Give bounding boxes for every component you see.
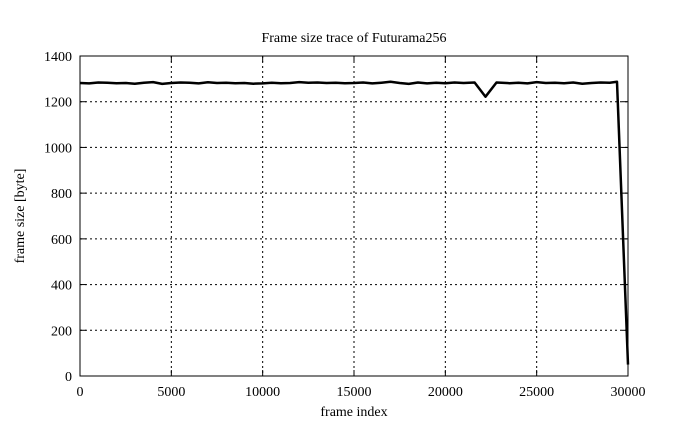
y-tick-label: 1000	[44, 141, 72, 156]
y-tick-label: 800	[51, 187, 72, 202]
series	[79, 80, 630, 365]
y-tick-label: 200	[51, 324, 72, 339]
grid	[80, 56, 628, 376]
y-tick-label: 600	[51, 233, 72, 248]
plot-frame	[79, 55, 629, 377]
x-tick-label: 15000	[337, 385, 372, 400]
x-tick-label: 10000	[245, 385, 280, 400]
x-tick-label: 20000	[428, 385, 463, 400]
x-tick-label: 5000	[157, 385, 185, 400]
x-tick-label: 25000	[519, 385, 554, 400]
ticks: 0 5000 10000 15000 20000 25000 30000 0 200 400 600…	[44, 50, 646, 400]
x-tick-label: 30000	[611, 385, 646, 400]
y-tick-label: 1400	[44, 50, 72, 65]
y-tick-label: 400	[51, 279, 72, 294]
chart-title: Frame size trace of Futurama256	[261, 31, 446, 46]
y-tick-label: 0	[65, 370, 72, 385]
y-tick-label: 1200	[44, 96, 72, 111]
y-axis-label: frame size [byte]	[13, 169, 28, 264]
x-tick-label: 0	[77, 385, 84, 400]
series-line	[79, 80, 630, 365]
x-axis-label: frame index	[320, 405, 387, 420]
